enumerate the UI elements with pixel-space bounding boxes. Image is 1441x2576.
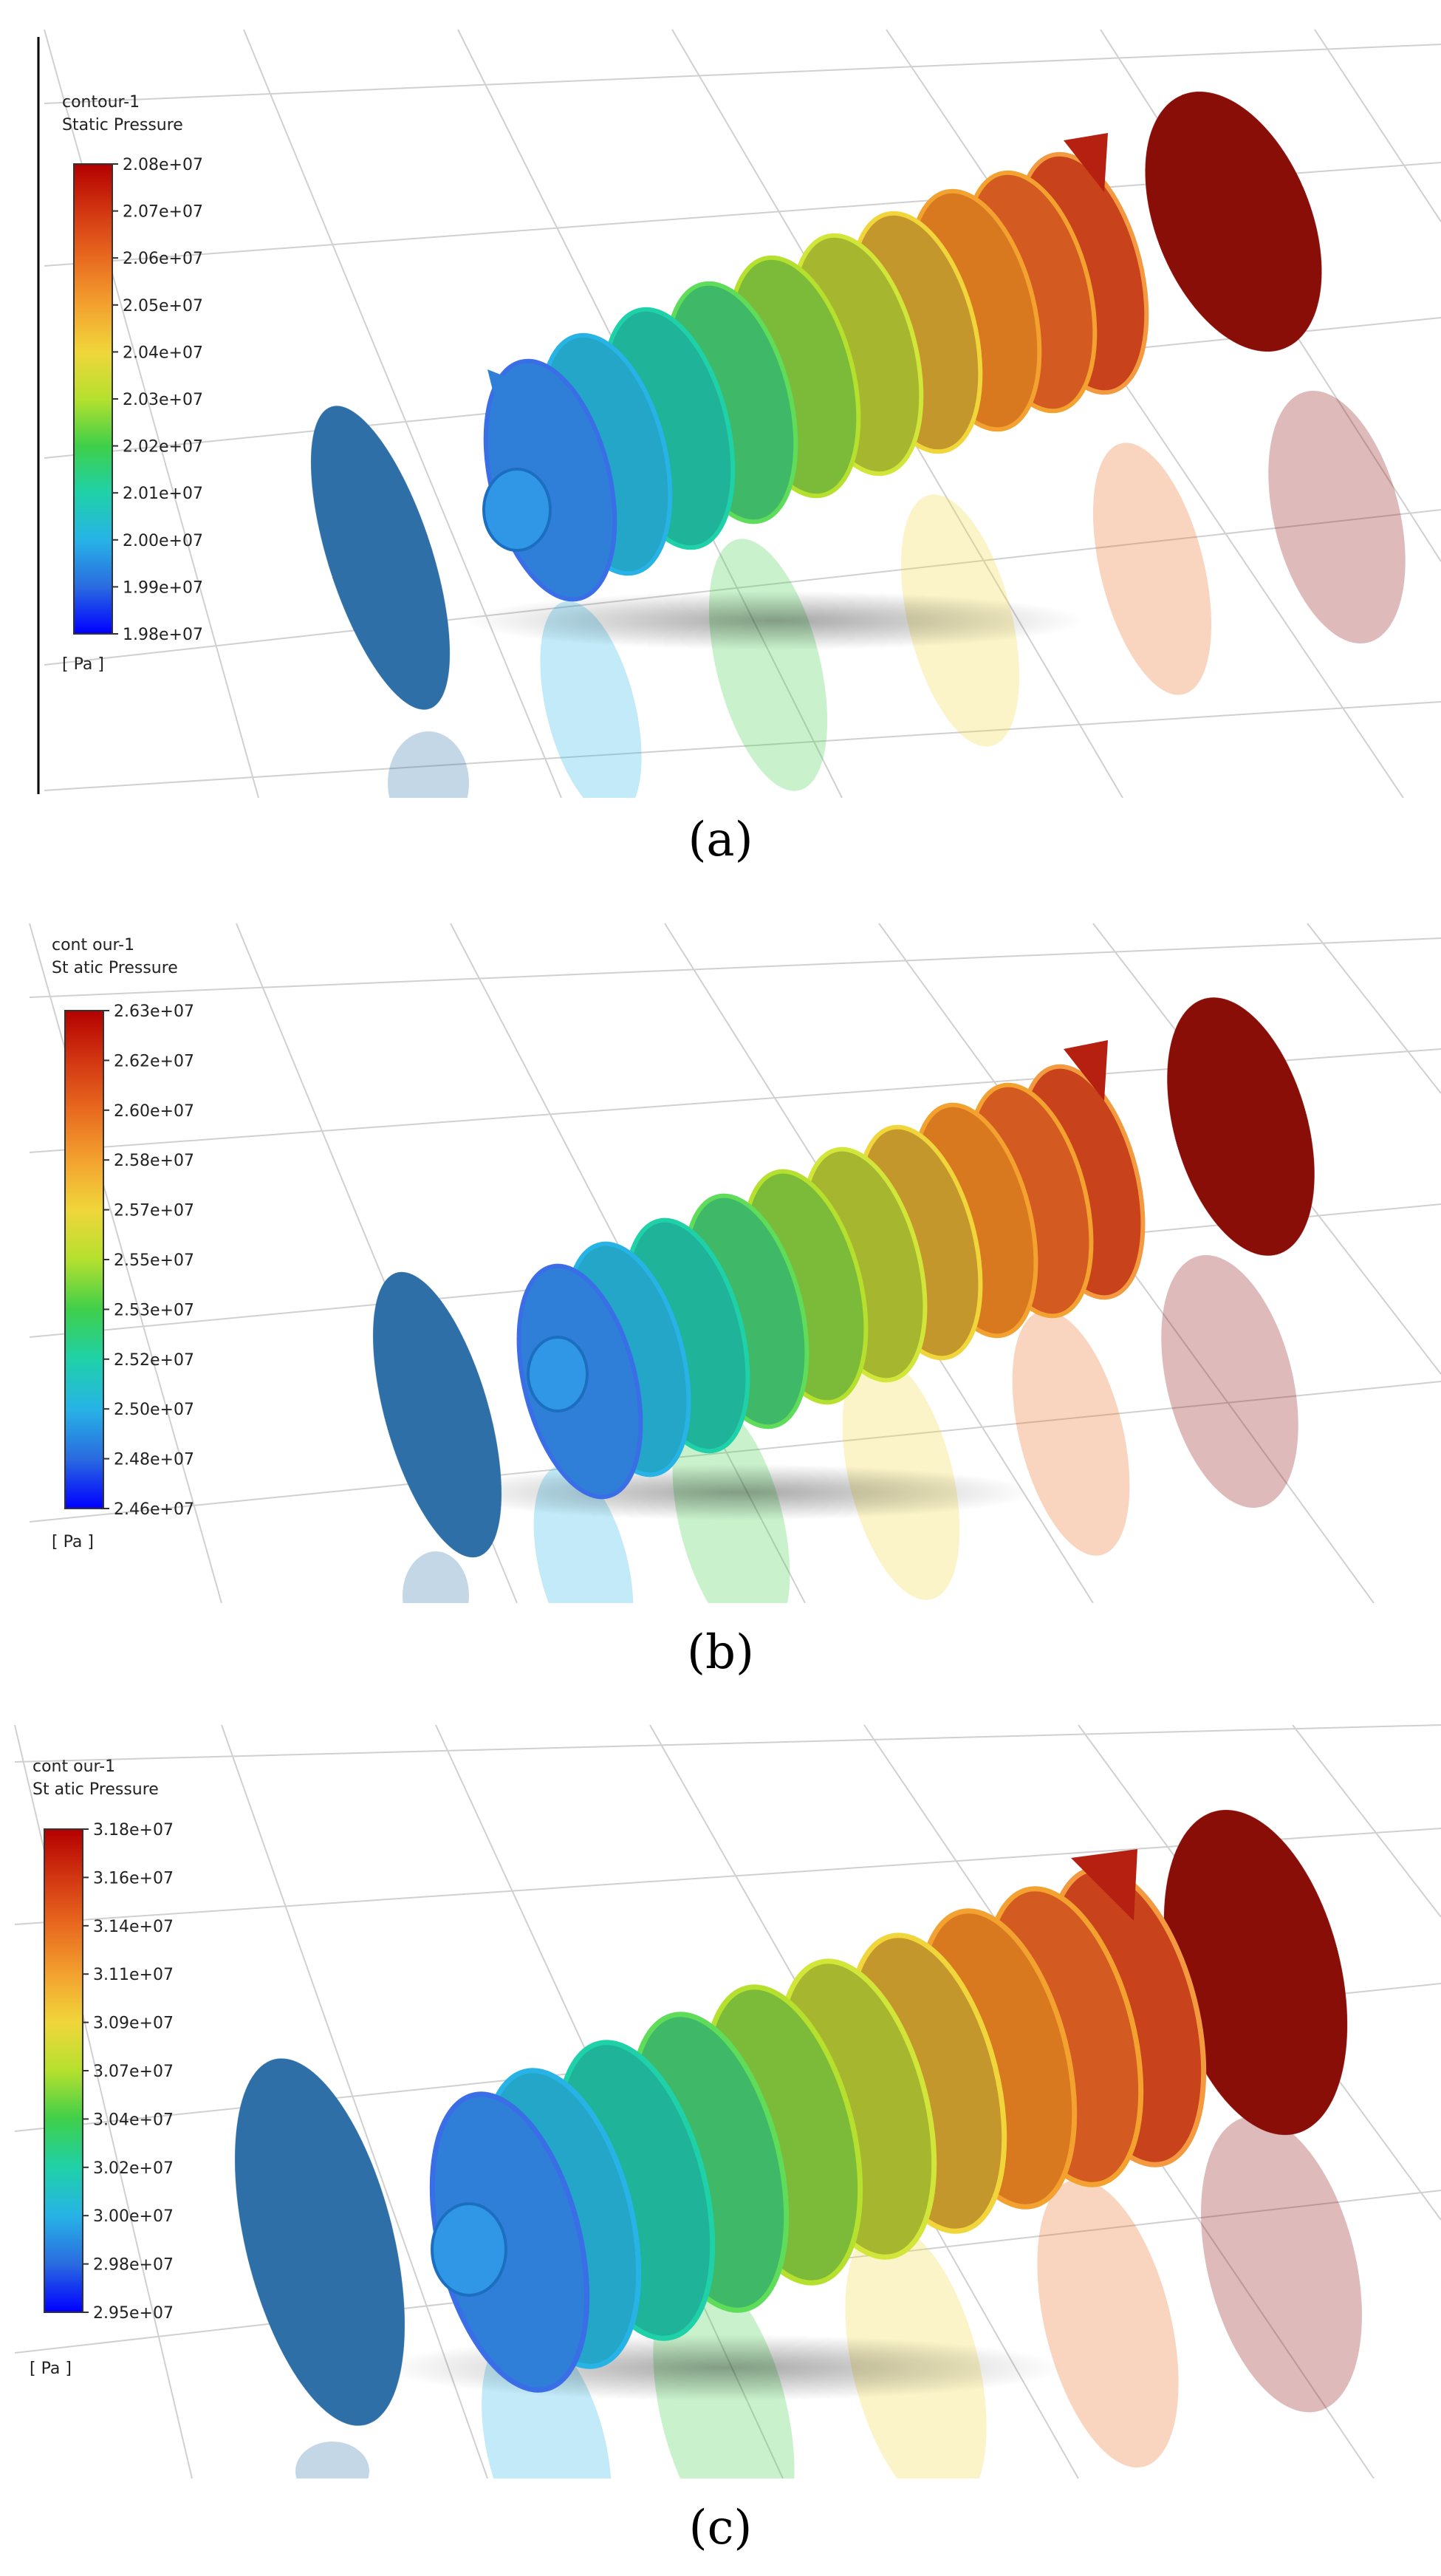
legend-name: cont our-1 xyxy=(52,936,134,954)
colorbar xyxy=(64,1010,104,1509)
legend-unit: [ Pa ] xyxy=(62,655,104,674)
panel-c: cont our-1 St atic Pressure 3.18e+07 3.16… xyxy=(0,1718,1441,2576)
colorbar-tick-label: 2.95e+07 xyxy=(93,2304,174,2323)
colorbar-tick-label: 2.00e+07 xyxy=(123,532,203,550)
colorbar-tick-label: 1.98e+07 xyxy=(123,626,203,644)
legend-unit: [ Pa ] xyxy=(30,2360,72,2378)
outlet-disc xyxy=(1163,1809,1348,2136)
screw-discs xyxy=(516,1064,1146,1500)
blade-tip xyxy=(1071,1849,1137,1921)
contour-view-a: contour-1 Static Pressure 2.08e+07 2.07e+… xyxy=(37,29,1441,798)
colorbar-tick-label: 2.53e+07 xyxy=(114,1301,194,1319)
colorbar-tick-label: 2.04e+07 xyxy=(123,344,203,362)
shadow xyxy=(465,591,1086,650)
screw-discs xyxy=(429,1866,1207,2393)
colorbar-tick-label: 3.00e+07 xyxy=(93,2207,174,2226)
colorbar-tick-label: 2.50e+07 xyxy=(114,1401,194,1419)
colorbar-tick-label: 2.55e+07 xyxy=(114,1251,194,1270)
colorbar-tick-label: 2.58e+07 xyxy=(114,1152,194,1170)
legend-unit: [ Pa ] xyxy=(52,1533,94,1551)
screw-discs xyxy=(483,151,1149,602)
panel-b: cont our-1 St atic Pressure 2.63e+07 2.62… xyxy=(0,901,1441,1718)
colorbar xyxy=(73,163,113,635)
blade-tip xyxy=(1064,133,1108,192)
colorbar-tick-label: 3.11e+07 xyxy=(93,1966,174,1984)
colorbar-tick-label: 2.63e+07 xyxy=(114,1002,194,1021)
colorbar-tick-label: 2.06e+07 xyxy=(123,250,203,268)
colorbar-tick-label: 2.98e+07 xyxy=(93,2256,174,2275)
inlet-disc xyxy=(310,406,451,710)
inlet-disc xyxy=(235,2058,405,2426)
colorbar-tick-label: 3.02e+07 xyxy=(93,2159,174,2178)
colorbar-tick-label: 2.62e+07 xyxy=(114,1052,194,1070)
colorbar xyxy=(44,1828,83,2313)
contour-view-b: cont our-1 St atic Pressure 2.63e+07 2.62… xyxy=(29,923,1441,1603)
legend-variable: St atic Pressure xyxy=(52,959,178,977)
caption-a: (a) xyxy=(688,813,753,867)
colorbar-tick-label: 2.03e+07 xyxy=(123,391,203,409)
shadow xyxy=(443,1464,1034,1520)
colorbar-tick-label: 2.01e+07 xyxy=(123,485,203,503)
shaft-end xyxy=(431,2202,507,2297)
caption-b: (b) xyxy=(687,1625,754,1680)
caption-c: (c) xyxy=(688,2501,753,2555)
colorbar-tick-label: 2.52e+07 xyxy=(114,1351,194,1370)
shaft-end xyxy=(527,1336,589,1412)
legend-variable: St atic Pressure xyxy=(32,1780,159,1799)
colorbar-tick-label: 2.48e+07 xyxy=(114,1451,194,1469)
contour-view-c: cont our-1 St atic Pressure 3.18e+07 3.16… xyxy=(14,1724,1441,2478)
colorbar-tick-label: 3.18e+07 xyxy=(93,1821,174,1839)
colorbar-tick-label: 2.60e+07 xyxy=(114,1102,194,1121)
legend: contour-1 Static Pressure 2.08e+07 2.07e+… xyxy=(62,93,203,674)
colorbar-tick-label: 3.04e+07 xyxy=(93,2111,174,2129)
colorbar-tick-label: 2.05e+07 xyxy=(123,297,203,315)
blade-tip xyxy=(1064,1040,1108,1101)
colorbar-tick-label: 2.57e+07 xyxy=(114,1202,194,1220)
colorbar-tick-label: 1.99e+07 xyxy=(123,578,203,597)
colorbar-tick-label: 3.14e+07 xyxy=(93,1918,174,1936)
outlet-disc xyxy=(1145,92,1322,352)
legend-name: cont our-1 xyxy=(32,1757,115,1776)
legend-variable: Static Pressure xyxy=(62,116,183,134)
colorbar-tick-label: 3.09e+07 xyxy=(93,2015,174,2033)
outlet-disc xyxy=(1167,997,1315,1256)
colorbar-tick-label: 2.02e+07 xyxy=(123,438,203,457)
colorbar-tick-label: 2.08e+07 xyxy=(123,156,203,174)
legend-name: contour-1 xyxy=(62,93,140,112)
shaft-end xyxy=(482,468,552,552)
panel-a: contour-1 Static Pressure 2.08e+07 2.07e+… xyxy=(0,0,1441,867)
colorbar-tick-label: 3.07e+07 xyxy=(93,2063,174,2081)
blade-tip xyxy=(487,369,524,458)
inlet-disc xyxy=(373,1271,502,1558)
colorbar-tick-label: 2.07e+07 xyxy=(123,203,203,222)
colorbar-tick-label: 3.16e+07 xyxy=(93,1869,174,1887)
colorbar-tick-label: 2.46e+07 xyxy=(114,1500,194,1519)
legend: cont our-1 St atic Pressure 2.63e+07 2.62… xyxy=(52,936,194,1551)
legend: cont our-1 St atic Pressure 3.18e+07 3.16… xyxy=(30,1757,174,2378)
